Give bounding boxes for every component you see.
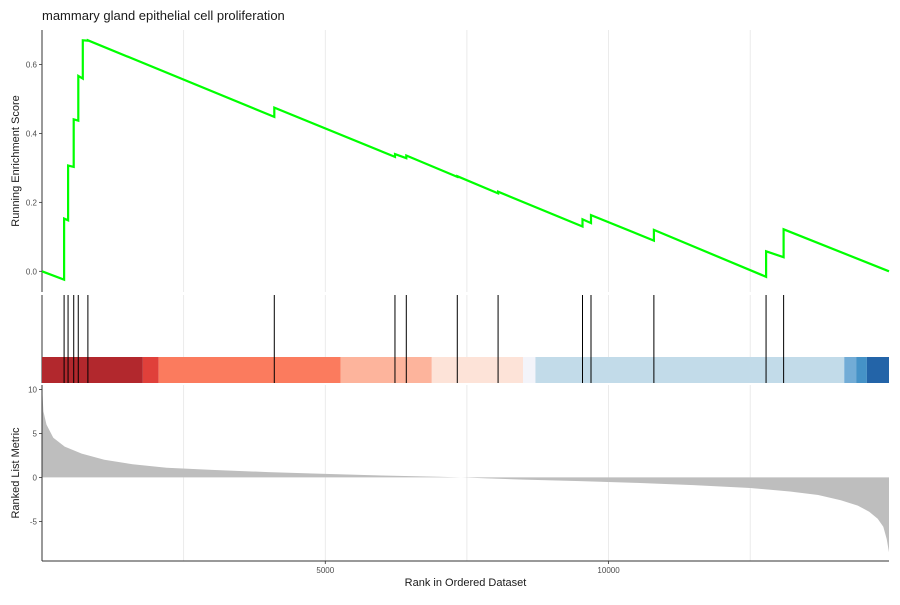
color-strip-segment: [856, 357, 867, 383]
ranked-metric-y-ticks: -5 0 5 10: [28, 385, 42, 526]
x-axis-tick-label: 5000: [316, 566, 334, 575]
ranked-metric-area: [42, 385, 889, 553]
color-strip-segment: [866, 357, 889, 383]
color-strip-segment: [42, 357, 143, 383]
gene-hit-marks: [63, 295, 785, 383]
ranked-metric-y-tick-label: 5: [33, 429, 38, 438]
running-score-panel: 0.0 0.2 0.4 0.6: [26, 30, 890, 292]
x-axis-ticks: 5000 10000: [316, 561, 620, 575]
chart-title: mammary gland epithelial cell proliferat…: [42, 8, 285, 23]
running-score-y-axis-title: Running Enrichment Score: [10, 95, 22, 226]
x-axis-tick-label: 10000: [597, 566, 620, 575]
rank-color-strip: [42, 357, 889, 383]
ranked-metric-panel: -5 0 5 10 5000 10000: [28, 385, 889, 575]
hit-panel: [41, 295, 889, 383]
color-strip-segment: [142, 357, 159, 383]
color-strip-segment: [158, 357, 341, 383]
ranked-metric-axes: [41, 385, 889, 562]
running-score-line: [41, 38, 890, 282]
running-score-grid: [183, 30, 751, 292]
color-strip-segment: [535, 357, 845, 383]
running-score-y-tick-label: 0.2: [26, 198, 38, 207]
x-axis-title: Rank in Ordered Dataset: [405, 577, 527, 589]
ranked-metric-y-axis-title: Ranked List Metric: [10, 427, 22, 519]
running-score-y-tick-label: 0.6: [26, 60, 38, 69]
ranked-metric-y-tick-label: 10: [28, 385, 37, 394]
ranked-metric-y-tick-label: 0: [33, 473, 38, 482]
running-score-y-ticks: 0.0 0.2 0.4 0.6: [26, 60, 42, 276]
running-score-y-tick-label: 0.4: [26, 129, 38, 138]
ranked-metric-y-tick-label: -5: [30, 517, 38, 526]
color-strip-segment: [523, 357, 536, 383]
color-strip-segment: [431, 357, 524, 383]
running-score-y-tick-label: 0.0: [26, 267, 38, 276]
color-strip-segment: [340, 357, 432, 383]
color-strip-segment: [844, 357, 857, 383]
